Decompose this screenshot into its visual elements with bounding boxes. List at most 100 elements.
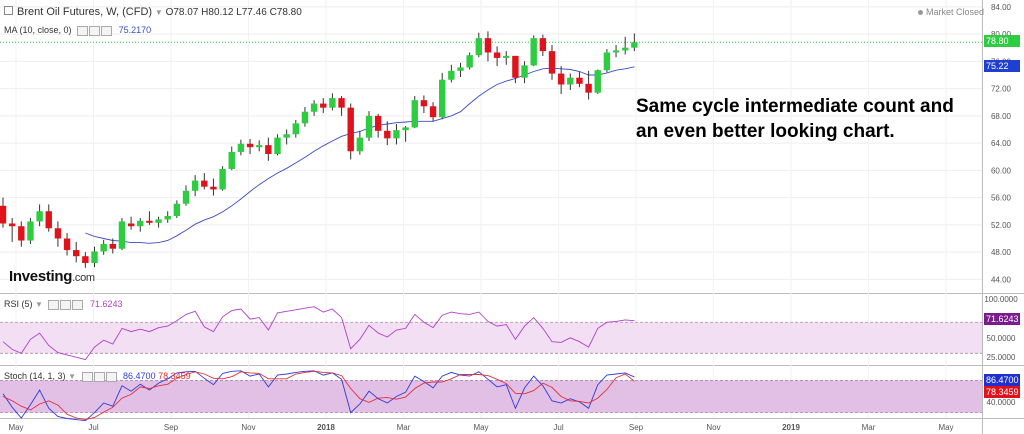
market-status: Market Closed bbox=[918, 7, 984, 17]
candle bbox=[310, 103, 318, 112]
indicator-buttons[interactable] bbox=[77, 25, 113, 36]
candle bbox=[503, 55, 510, 58]
candle bbox=[173, 203, 181, 217]
time-tick-label: May bbox=[8, 423, 23, 432]
candle bbox=[411, 100, 418, 128]
candle bbox=[631, 42, 638, 48]
ohlc-close: C78.80 bbox=[269, 7, 302, 18]
stoch-tick-label: 40.0000 bbox=[987, 398, 1016, 407]
close-icon bbox=[101, 25, 113, 36]
stoch-indicator-buttons[interactable] bbox=[81, 371, 118, 382]
candle bbox=[329, 98, 336, 108]
candle bbox=[256, 145, 263, 148]
candle bbox=[109, 243, 116, 249]
candle bbox=[182, 190, 190, 204]
candle bbox=[301, 111, 309, 124]
ma-header: MA (10, close, 0) 75.2170 bbox=[4, 25, 151, 36]
candle bbox=[274, 137, 281, 154]
time-tick-label: Nov bbox=[241, 423, 255, 432]
eye-icon bbox=[48, 299, 60, 310]
stoch-k-tag: 86.4700 bbox=[984, 374, 1020, 386]
candle bbox=[539, 38, 547, 52]
price-tick-label: 52.00 bbox=[991, 221, 1012, 230]
status-dot-icon bbox=[918, 10, 923, 16]
candle bbox=[475, 38, 482, 56]
candle bbox=[493, 52, 501, 58]
candle bbox=[466, 55, 473, 68]
candle bbox=[374, 115, 382, 131]
eye-icon bbox=[77, 25, 89, 36]
price-tick-label: 44.00 bbox=[991, 275, 1012, 284]
candle bbox=[201, 180, 208, 187]
time-tick-label: Mar bbox=[397, 423, 411, 432]
ma-price-tag: 75.22 bbox=[984, 60, 1020, 72]
candle bbox=[237, 143, 245, 152]
rsi-band bbox=[0, 322, 982, 354]
price-tick-label: 56.00 bbox=[991, 194, 1012, 203]
candle bbox=[118, 221, 126, 249]
ohlc-low: L77.46 bbox=[236, 7, 267, 18]
annotation-line-1: Same cycle intermediate count and bbox=[636, 96, 954, 117]
time-tick-label: Sep bbox=[629, 423, 644, 432]
candle bbox=[567, 77, 574, 85]
chevron-down-icon[interactable]: ▼ bbox=[68, 372, 76, 381]
price-tick-label: 84.00 bbox=[991, 3, 1012, 12]
last-price-tag: 78.80 bbox=[984, 35, 1020, 47]
rsi-line bbox=[2, 306, 635, 361]
candle bbox=[557, 73, 565, 85]
candle bbox=[127, 223, 135, 227]
time-tick-label: 2018 bbox=[317, 423, 335, 432]
candle bbox=[45, 211, 52, 229]
candle bbox=[622, 47, 629, 51]
candle bbox=[191, 180, 199, 191]
candle bbox=[54, 228, 62, 239]
candle bbox=[63, 238, 71, 251]
symbol-title: Brent Oil Futures, W, (CFD) bbox=[17, 6, 153, 18]
candle bbox=[484, 38, 492, 53]
time-tick-label: May bbox=[938, 423, 953, 432]
chevron-down-icon[interactable]: ▼ bbox=[35, 300, 43, 309]
rsi-tick-label: 25.0000 bbox=[987, 353, 1016, 362]
ohlc-open: O78.07 bbox=[165, 7, 199, 18]
price-tick-label: 48.00 bbox=[991, 248, 1012, 257]
time-tick-label: Mar bbox=[862, 423, 876, 432]
candle bbox=[594, 70, 601, 93]
stoch-band bbox=[0, 380, 982, 413]
rsi-indicator-buttons[interactable] bbox=[48, 299, 84, 310]
candle bbox=[137, 220, 144, 227]
candle bbox=[73, 250, 80, 257]
candle bbox=[530, 38, 537, 66]
collapse-icon[interactable] bbox=[4, 6, 13, 15]
candle bbox=[8, 223, 16, 227]
candle bbox=[402, 127, 409, 131]
time-tick-label: 2019 bbox=[782, 423, 800, 432]
candle bbox=[585, 83, 592, 93]
candle bbox=[36, 211, 43, 222]
candle bbox=[457, 67, 464, 71]
candle bbox=[393, 130, 400, 139]
candles bbox=[0, 31, 638, 268]
ma-value: 75.2170 bbox=[118, 25, 152, 35]
time-tick-label: May bbox=[473, 423, 488, 432]
candle bbox=[338, 98, 345, 108]
candle bbox=[512, 55, 519, 78]
stoch-d-value: 78.3459 bbox=[158, 371, 191, 381]
candle bbox=[576, 77, 583, 84]
candle bbox=[155, 219, 162, 223]
close-icon bbox=[72, 299, 84, 310]
time-tick-label: Jul bbox=[553, 423, 563, 432]
candle bbox=[429, 106, 437, 118]
candle bbox=[0, 205, 7, 224]
candle bbox=[448, 70, 455, 80]
candle bbox=[82, 256, 89, 264]
candle bbox=[210, 186, 217, 190]
rsi-tick-label: 100.0000 bbox=[984, 295, 1018, 304]
candle bbox=[320, 103, 327, 108]
gear-icon bbox=[89, 25, 101, 36]
candle bbox=[420, 100, 428, 107]
candle bbox=[603, 52, 611, 71]
price-tick-label: 80.00 bbox=[991, 30, 1012, 39]
chevron-down-icon[interactable]: ▼ bbox=[154, 8, 163, 17]
gear-icon bbox=[93, 371, 105, 382]
